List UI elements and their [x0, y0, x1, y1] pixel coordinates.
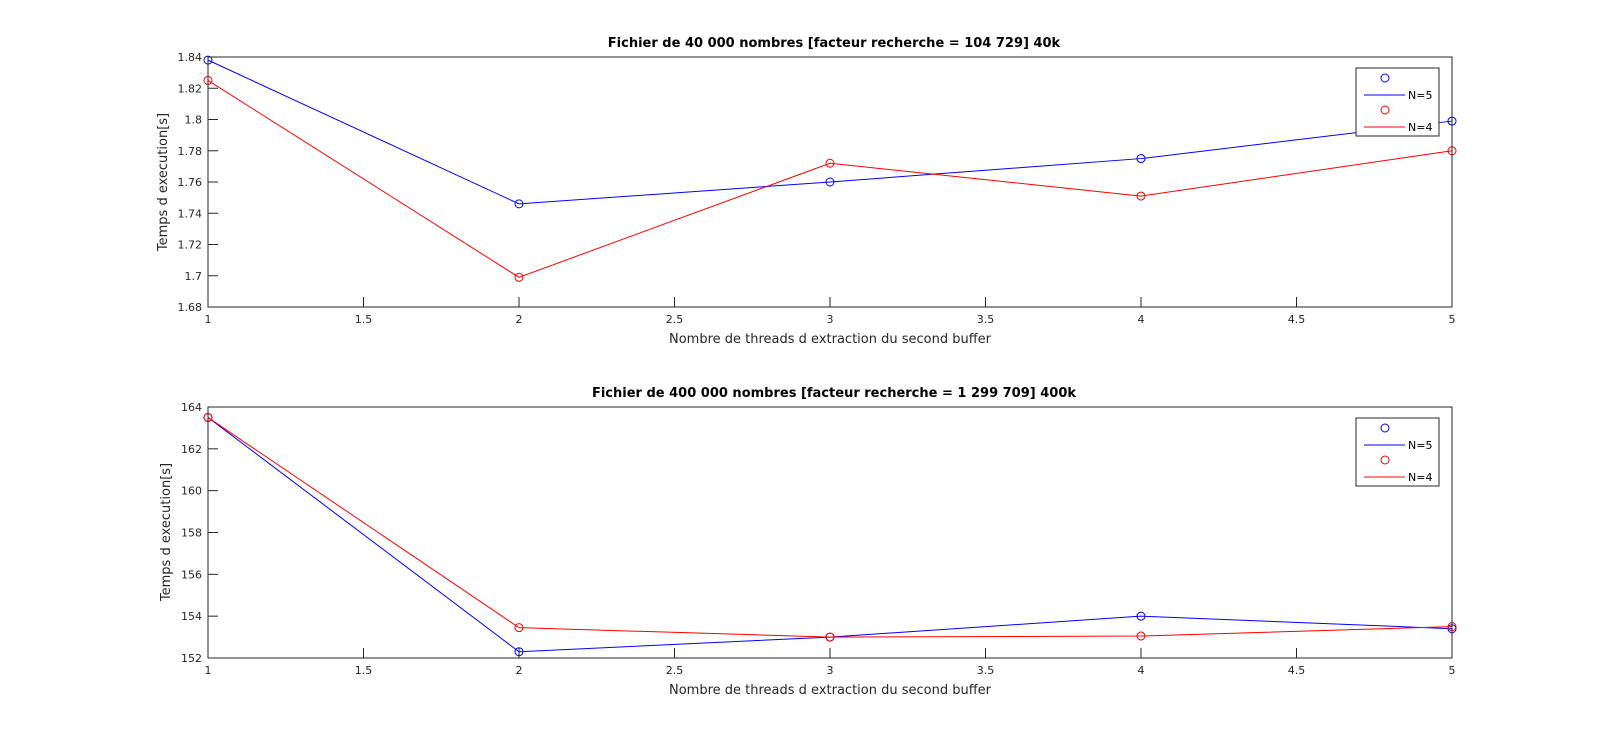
x-tick-label: 5 [1449, 313, 1456, 326]
y-tick-label: 158 [181, 527, 202, 540]
x-tick-label: 4.5 [1288, 664, 1306, 677]
y-tick-label: 160 [181, 485, 202, 498]
chart-title: Fichier de 40 000 nombres [facteur reche… [608, 36, 1061, 51]
x-ticks: 1 1.5 2 2.5 3 3.5 4 4.5 5 [205, 648, 1456, 677]
y-axis-label: Temps d execution[s] [156, 113, 171, 252]
y-tick-label: 164 [181, 401, 202, 414]
legend-label-n4: N=4 [1408, 471, 1432, 484]
y-tick-label: 156 [181, 568, 202, 581]
y-ticks: 152 154 156 158 160 162 164 [181, 401, 218, 665]
x-tick-label: 1.5 [355, 313, 373, 326]
y-axis-label: Temps d execution[s] [159, 463, 174, 602]
series-line-n4 [207, 80, 1453, 278]
y-tick-label: 1.8 [185, 114, 203, 127]
y-tick-label: 152 [181, 652, 202, 665]
axes-box [207, 406, 1453, 659]
y-tick-label: 1.78 [178, 145, 203, 158]
x-tick-label: 2 [516, 664, 523, 677]
axes-box [207, 56, 1453, 308]
data-point-n5 [825, 177, 835, 187]
y-tick-label: 1.82 [178, 82, 203, 95]
y-tick-label: 1.74 [178, 207, 203, 220]
legend: N=5 N=4 [1355, 67, 1440, 137]
legend-marker-n5 [1380, 73, 1390, 83]
y-tick-label: 154 [181, 610, 202, 623]
legend-marker-n4 [1380, 455, 1390, 465]
data-point-n5 [1136, 611, 1146, 621]
data-point-n4 [514, 623, 524, 633]
x-tick-label: 2.5 [666, 313, 684, 326]
x-tick-label: 1 [205, 664, 212, 677]
legend-label-n5: N=5 [1408, 439, 1432, 452]
y-tick-label: 1.84 [178, 51, 203, 64]
x-axis-label: Nombre de threads d extraction du second… [669, 683, 992, 698]
legend-label-n5: N=5 [1408, 89, 1432, 102]
series-line-n5 [207, 59, 1453, 205]
x-tick-label: 1 [205, 313, 212, 326]
subplot-bottom: Fichier de 400 000 nombres [facteur rech… [159, 386, 1457, 698]
x-tick-label: 3.5 [977, 664, 995, 677]
chart-title: Fichier de 400 000 nombres [facteur rech… [592, 386, 1076, 401]
x-tick-label: 3 [827, 313, 834, 326]
data-point-n4 [825, 158, 835, 168]
legend: N=5 N=4 [1355, 417, 1440, 487]
data-point-n4 [825, 632, 835, 642]
x-tick-label: 1.5 [355, 664, 373, 677]
series-layer [203, 55, 1457, 282]
x-tick-label: 2 [516, 313, 523, 326]
data-point-n5 [1136, 154, 1146, 164]
x-tick-label: 3 [827, 664, 834, 677]
legend-box [1355, 417, 1440, 487]
data-point-n5 [514, 199, 524, 209]
y-tick-label: 162 [181, 443, 202, 456]
data-point-n4 [1136, 631, 1146, 641]
y-tick-label: 1.72 [178, 239, 203, 252]
x-tick-label: 5 [1449, 664, 1456, 677]
y-tick-label: 1.7 [185, 270, 203, 283]
legend-box [1355, 67, 1440, 137]
x-axis-label: Nombre de threads d extraction du second… [669, 332, 992, 347]
subplot-top: Fichier de 40 000 nombres [facteur reche… [156, 36, 1457, 347]
y-tick-label: 1.68 [178, 301, 203, 314]
data-point-n5 [514, 647, 524, 657]
x-tick-label: 3.5 [977, 313, 995, 326]
x-tick-label: 2.5 [666, 664, 684, 677]
legend-marker-n4 [1380, 105, 1390, 115]
data-point-n4 [514, 272, 524, 282]
x-tick-label: 4 [1138, 664, 1145, 677]
x-tick-label: 4 [1138, 313, 1145, 326]
x-tick-label: 4.5 [1288, 313, 1306, 326]
data-point-n4 [1136, 191, 1146, 201]
legend-label-n4: N=4 [1408, 121, 1432, 134]
legend-marker-n5 [1380, 423, 1390, 433]
series-line-n4 [207, 417, 1453, 638]
y-tick-label: 1.76 [178, 176, 203, 189]
